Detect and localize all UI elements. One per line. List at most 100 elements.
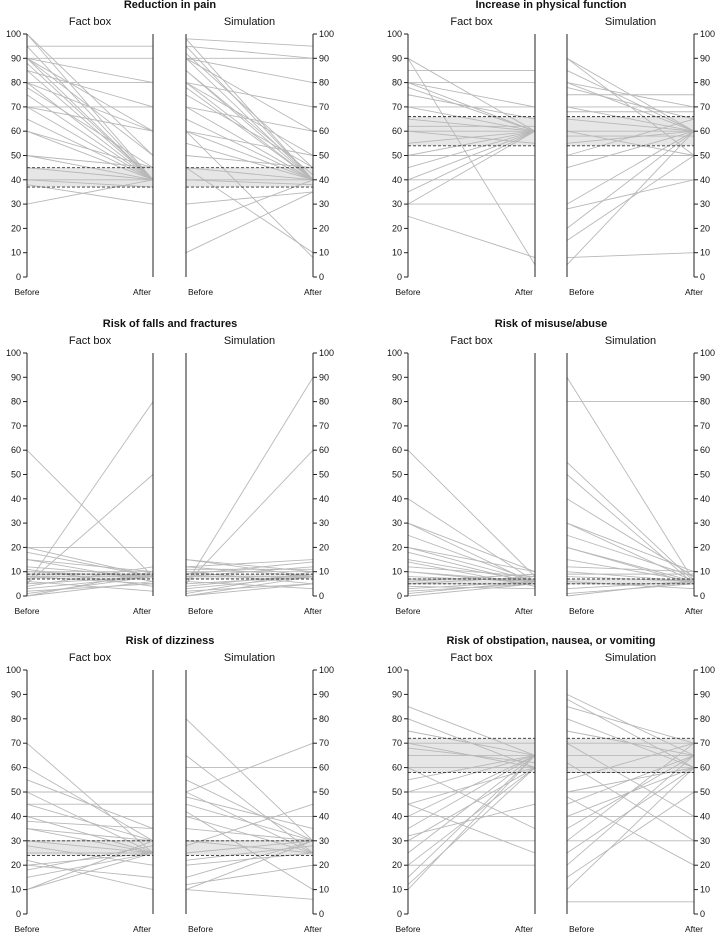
band-simulation	[186, 840, 313, 856]
x-label-after: After	[133, 287, 151, 297]
simulation-line	[185, 566, 314, 578]
simulation-line	[185, 845, 314, 861]
right-tick-label: 20	[700, 542, 710, 552]
left-tick-label: 40	[392, 811, 402, 821]
right-tick-label: 20	[700, 860, 710, 870]
fact-box-line	[407, 546, 536, 573]
x-label-after: After	[685, 287, 703, 297]
simulation-line	[185, 840, 314, 854]
simulation-line	[185, 580, 314, 590]
simulation-label: Simulation	[605, 335, 656, 347]
simulation-line	[566, 130, 695, 229]
right-tick-label: 90	[700, 53, 710, 63]
left-tick-label: 90	[392, 53, 402, 63]
fact-box-line	[407, 754, 536, 817]
simulation-line	[185, 130, 314, 258]
fact-box-line	[407, 803, 536, 837]
fact-box-line	[26, 167, 154, 181]
simulation-line	[185, 53, 314, 168]
x-label-after: After	[133, 606, 151, 616]
simulation-line	[185, 779, 314, 842]
panel-gap	[153, 353, 186, 596]
simulation-line	[185, 130, 314, 181]
right-tick-label: 50	[700, 151, 710, 161]
right-tick-label: 20	[700, 223, 710, 233]
panel-title: Risk of obstipation, nausea, or vomiting	[446, 635, 655, 647]
fact-box-line	[407, 573, 536, 582]
fact-box-label: Fact box	[450, 16, 493, 28]
fact-box-label: Fact box	[69, 652, 112, 664]
simulation-line	[566, 522, 695, 573]
fact-box-line	[26, 828, 154, 842]
right-tick-label: 20	[319, 542, 329, 552]
simulation-label: Simulation	[605, 652, 656, 664]
band-simulation	[186, 167, 313, 188]
left-tick-label: 60	[392, 763, 402, 773]
left-tick-label: 50	[11, 787, 21, 797]
left-tick-label: 100	[387, 665, 402, 675]
left-tick-label: 0	[16, 591, 21, 601]
fact-box-line	[407, 803, 536, 854]
simulation-line	[566, 566, 695, 573]
simulation-line	[566, 377, 695, 582]
left-tick-label: 40	[11, 494, 21, 504]
panel-gap	[535, 670, 567, 914]
panel-title: Risk of misuse/abuse	[495, 318, 608, 330]
simulation-line	[185, 82, 314, 108]
left-tick-label: 90	[11, 53, 21, 63]
right-tick-label: 20	[319, 860, 329, 870]
left-tick-label: 70	[11, 738, 21, 748]
right-tick-label: 50	[700, 470, 710, 480]
fact-box-line	[26, 742, 154, 854]
left-tick-label: 0	[397, 272, 402, 282]
panel-2: 0 0 10 10 20 20 30 30 40 40 50 50 60 60 70 70 80 80 90 90 10…	[387, 0, 715, 297]
simulation-line	[566, 87, 695, 120]
band-simulation	[567, 578, 694, 584]
left-tick-label: 10	[392, 885, 402, 895]
fact-box-line	[26, 840, 154, 854]
right-tick-label: 60	[319, 126, 329, 136]
fact-box-line	[407, 449, 536, 577]
fact-box-line	[407, 534, 536, 582]
left-tick-label: 60	[392, 126, 402, 136]
right-tick-label: 40	[319, 175, 329, 185]
fact-box-line	[26, 559, 154, 582]
simulation-line	[566, 70, 695, 132]
left-tick-label: 90	[392, 689, 402, 699]
right-tick-label: 40	[700, 811, 710, 821]
right-tick-label: 100	[700, 348, 715, 358]
left-tick-label: 50	[392, 787, 402, 797]
left-tick-label: 70	[392, 738, 402, 748]
fact-box-line	[26, 82, 154, 181]
right-tick-label: 10	[319, 885, 329, 895]
simulation-line	[185, 130, 314, 156]
x-label-before: Before	[14, 287, 39, 297]
simulation-line	[185, 377, 314, 585]
fact-box-line	[26, 179, 154, 188]
left-tick-label: 80	[392, 714, 402, 724]
simulation-line	[566, 130, 695, 156]
fact-box-line	[26, 401, 154, 585]
fact-box-line	[26, 184, 154, 205]
simulation-line	[566, 754, 695, 805]
right-tick-label: 50	[319, 787, 329, 797]
right-tick-label: 90	[700, 372, 710, 382]
fact-box-line	[26, 820, 154, 830]
simulation-line	[566, 580, 695, 590]
right-tick-label: 20	[319, 223, 329, 233]
right-tick-label: 50	[700, 787, 710, 797]
simulation-line	[566, 534, 695, 577]
right-tick-label: 40	[319, 811, 329, 821]
right-tick-label: 60	[700, 763, 710, 773]
simulation-line	[185, 179, 314, 186]
simulation-line	[185, 106, 314, 132]
simulation-line	[185, 889, 314, 900]
simulation-line	[185, 755, 314, 854]
x-label-after: After	[685, 924, 703, 934]
simulation-label: Simulation	[224, 16, 275, 28]
left-tick-label: 70	[392, 102, 402, 112]
fact-box-line	[407, 747, 536, 764]
fact-box-line	[26, 57, 154, 84]
fact-box-line	[407, 130, 536, 169]
simulation-line	[566, 755, 695, 866]
